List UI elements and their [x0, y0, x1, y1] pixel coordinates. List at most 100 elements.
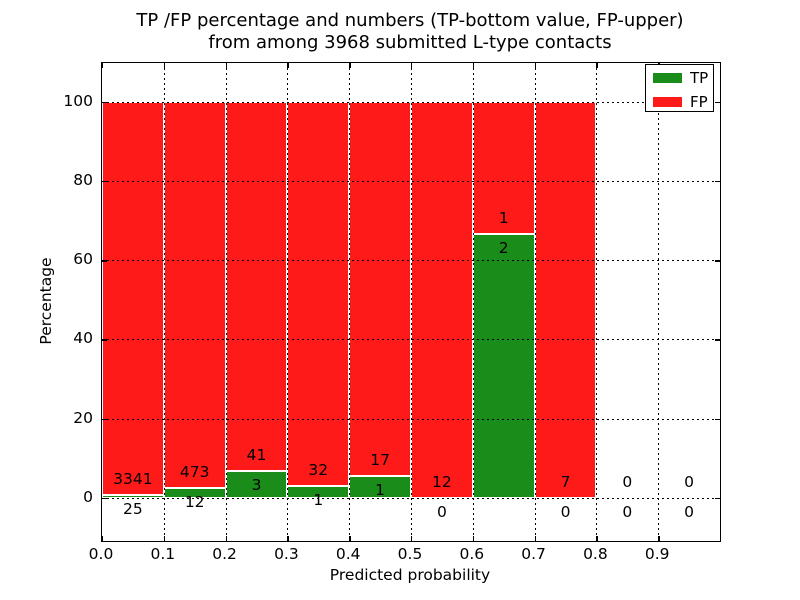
- x-tick-label: 0.8: [583, 545, 608, 563]
- x-axis-tick-top: [349, 63, 351, 68]
- x-axis-tick-top: [163, 63, 166, 68]
- y-axis-tick: [102, 260, 107, 262]
- legend-label-tp: TP: [690, 69, 709, 87]
- x-tick-label: 0.2: [212, 545, 237, 563]
- x-tick-label: 0.7: [521, 545, 546, 563]
- bar-label-tp-count: 0: [684, 502, 695, 521]
- bar-label-fp-count: 1: [498, 208, 509, 227]
- x-axis-tick: [534, 536, 536, 541]
- bar-label-tp-count: 0: [436, 502, 447, 521]
- legend-item-fp: FP: [646, 92, 713, 112]
- y-axis-tick: [102, 339, 107, 341]
- legend-label-fp: FP: [690, 93, 708, 111]
- bar-label-tp-count: 0: [560, 502, 571, 521]
- bar-segment-tp: [472, 233, 535, 498]
- grid-line-x: [225, 63, 227, 541]
- grid-line-x: [472, 63, 474, 541]
- x-tick-label: 0.5: [397, 545, 423, 563]
- bar-label-fp-count: 473: [179, 463, 210, 482]
- x-tick-label: 0.0: [88, 545, 114, 563]
- bar-segment-tp: [102, 495, 164, 498]
- x-axis-tick: [472, 536, 475, 541]
- y-axis-label: Percentage: [37, 257, 55, 345]
- y-axis-tick: [102, 418, 107, 421]
- y-tick-label: 60: [73, 250, 93, 269]
- y-axis-tick-right: [715, 260, 720, 262]
- y-tick-label: 100: [63, 91, 93, 110]
- x-tick-label: 0.9: [644, 545, 670, 563]
- bar-segment-fp: [225, 101, 288, 471]
- x-tick-label: 0.4: [335, 545, 361, 563]
- grid-line-x: [658, 63, 660, 541]
- grid-layer: [102, 63, 720, 541]
- y-tick-label: 80: [73, 170, 93, 189]
- bar-label-tp-count: 1: [375, 480, 386, 499]
- grid-line-x: [349, 63, 351, 541]
- grid-line-x: [163, 63, 165, 541]
- bar-segment-fp: [472, 101, 535, 234]
- y-axis-tick-right: [715, 101, 720, 104]
- bar-label-fp-count: 41: [246, 445, 267, 464]
- chart-title-line2: from among 3968 submitted L-type contact…: [208, 32, 612, 53]
- x-axis-tick-top: [534, 63, 536, 68]
- bar-label-tp-count: 2: [498, 238, 509, 257]
- chart-title: TP /FP percentage and numbers (TP-bottom…: [101, 10, 719, 54]
- bar-segment-tp: [225, 470, 288, 498]
- bar-label-fp-count: 17: [370, 450, 390, 469]
- tp-color-swatch: [653, 73, 682, 83]
- y-axis-tick-right: [715, 418, 720, 421]
- fp-color-swatch: [653, 97, 682, 107]
- grid-line-x: [287, 63, 289, 541]
- bar-segment-fp: [102, 101, 164, 496]
- legend: TP FP: [645, 64, 714, 112]
- bar-label-tp-count: 3: [251, 475, 262, 494]
- plot-area: 3341 25 473 12 41 3 32 1 17 1 12 0 1 2 7 0 0 0 0 0: [101, 62, 721, 542]
- bar-label-fp-count: 12: [432, 472, 452, 491]
- x-axis-tick-top: [102, 63, 104, 68]
- x-axis-tick-top: [596, 63, 598, 68]
- x-axis-tick: [287, 536, 289, 541]
- bar-label-fp-count: 0: [622, 472, 633, 491]
- y-axis-tick: [102, 497, 107, 500]
- bar-label-tp-count: 0: [622, 502, 633, 521]
- grid-line-x: [596, 63, 598, 541]
- x-axis-tick: [225, 536, 227, 541]
- bar-segment-fp: [349, 101, 411, 476]
- x-axis-tick: [163, 536, 166, 541]
- bar-label-tp-count: 25: [123, 500, 143, 519]
- x-axis-tick: [349, 536, 351, 541]
- x-axis-tick: [596, 536, 598, 541]
- grid-line-x: [534, 63, 536, 541]
- annotations-layer: 3341 25 473 12 41 3 32 1 17 1 12 0 1 2 7 0 0 0 0 0: [102, 63, 720, 541]
- bar-label-fp-count: 7: [560, 472, 571, 491]
- y-axis-tick: [102, 180, 107, 183]
- bar-label-fp-count: 32: [308, 460, 329, 479]
- x-axis-tick-top: [472, 63, 475, 68]
- bar-label-tp-count: 1: [313, 490, 324, 509]
- y-tick-label: 20: [73, 408, 93, 427]
- x-axis-label: Predicted probability: [329, 566, 491, 584]
- y-axis-tick: [102, 101, 107, 104]
- x-tick-label: 0.6: [459, 545, 485, 563]
- legend-item-tp: TP: [646, 68, 713, 88]
- x-axis-tick-top: [287, 63, 289, 68]
- bar-label-fp-count: 0: [684, 472, 695, 491]
- x-axis-tick: [658, 536, 660, 541]
- x-axis-tick-top: [411, 63, 413, 68]
- x-axis-tick-top: [225, 63, 227, 68]
- x-tick-label: 0.3: [274, 545, 299, 563]
- x-axis-tick: [411, 536, 413, 541]
- x-axis-tick: [102, 536, 104, 541]
- y-axis-tick-right: [715, 180, 720, 183]
- bar-label-tp-count: 12: [184, 493, 205, 512]
- y-axis-tick-right: [715, 339, 720, 341]
- bars-layer: [102, 63, 720, 541]
- y-tick-label: 0: [83, 487, 93, 506]
- x-tick-label: 0.1: [150, 545, 176, 563]
- y-axis-tick-right: [715, 497, 720, 500]
- bar-segment-fp: [411, 101, 473, 498]
- bar-segment-fp: [534, 101, 597, 498]
- y-tick-label: 40: [73, 329, 93, 348]
- chart-title-line1: TP /FP percentage and numbers (TP-bottom…: [136, 10, 684, 31]
